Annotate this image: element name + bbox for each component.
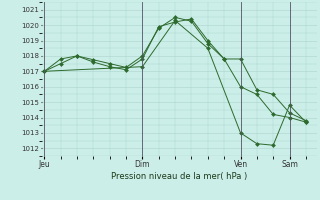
X-axis label: Pression niveau de la mer( hPa ): Pression niveau de la mer( hPa ): [111, 172, 247, 181]
